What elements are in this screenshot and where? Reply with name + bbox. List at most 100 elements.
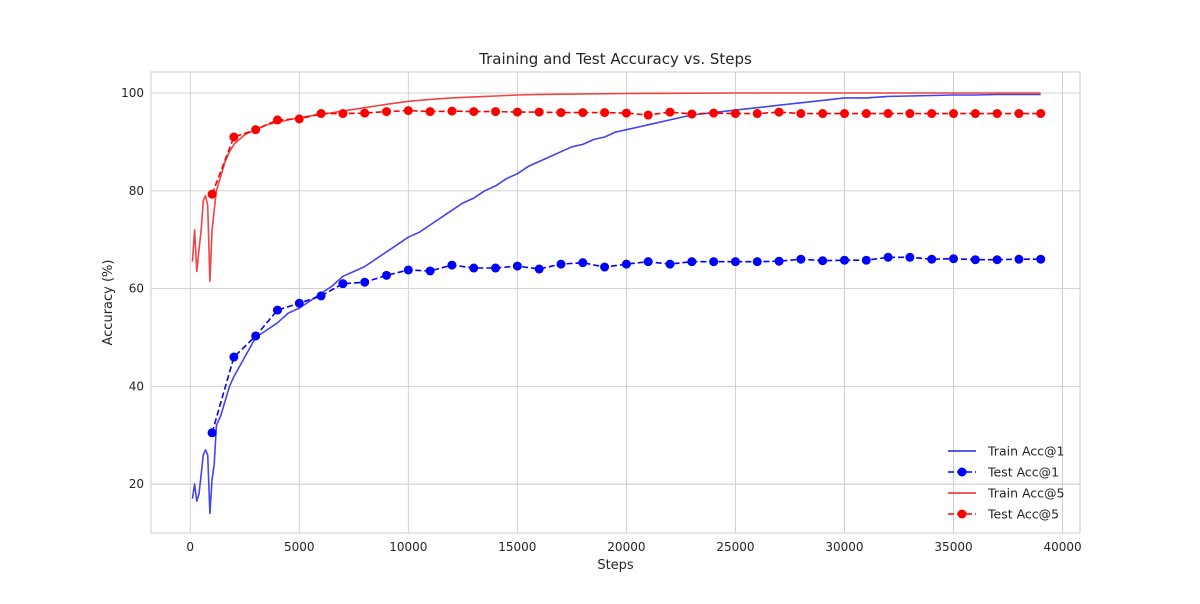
data-point — [1036, 109, 1046, 119]
data-point — [229, 132, 239, 142]
data-point — [1036, 254, 1046, 264]
data-point — [556, 259, 566, 269]
data-point — [360, 108, 370, 118]
data-point — [665, 107, 675, 117]
data-point — [534, 107, 544, 117]
series-lines — [191, 92, 1041, 515]
data-point — [927, 109, 937, 119]
data-point — [992, 255, 1002, 265]
data-point — [534, 264, 544, 274]
data-point — [425, 266, 435, 276]
x-tick-label: 20000 — [607, 540, 645, 554]
data-point — [905, 109, 915, 119]
legend-label: Test Acc@5 — [987, 507, 1059, 522]
data-point — [687, 109, 697, 119]
data-point — [578, 108, 588, 118]
data-point — [992, 109, 1002, 119]
data-point — [403, 265, 413, 275]
data-point — [839, 109, 849, 119]
data-point — [556, 108, 566, 118]
legend-label: Test Acc@1 — [987, 465, 1059, 480]
data-point — [687, 257, 697, 267]
x-tick-label: 5000 — [284, 540, 315, 554]
data-point — [709, 257, 719, 267]
data-point — [272, 305, 282, 315]
data-point — [927, 254, 937, 264]
data-point — [970, 255, 980, 265]
data-point — [512, 261, 522, 271]
data-point — [818, 109, 828, 119]
data-point — [643, 110, 653, 120]
data-point — [251, 331, 261, 341]
data-point — [207, 428, 217, 438]
data-point — [338, 109, 348, 119]
data-point — [207, 189, 217, 199]
data-point — [1014, 109, 1024, 119]
legend-swatch-marker — [957, 467, 967, 477]
data-point — [621, 108, 631, 118]
tick-labels: 0 5000 10000 15000 20000 25000 30000 35000 40000… — [121, 86, 1082, 554]
data-point — [883, 109, 893, 119]
y-tick-label: 40 — [129, 379, 144, 393]
data-point — [774, 107, 784, 117]
x-tick-label: 10000 — [389, 540, 427, 554]
y-tick-label: 20 — [129, 477, 144, 491]
data-point — [491, 263, 501, 273]
data-point — [861, 109, 871, 119]
data-point — [447, 260, 457, 270]
series-line-train-acc-1 — [191, 93, 1041, 515]
data-point — [774, 256, 784, 266]
data-point — [229, 352, 239, 362]
legend-label: Train Acc@1 — [987, 444, 1065, 459]
data-point — [425, 107, 435, 117]
x-tick-label: 35000 — [934, 540, 972, 554]
data-point — [949, 109, 959, 119]
y-axis-label: Accuracy (%) — [101, 260, 116, 346]
data-point — [1014, 254, 1024, 264]
data-point — [403, 106, 413, 116]
y-tick-label: 60 — [129, 282, 144, 296]
data-point — [905, 252, 915, 262]
data-point — [796, 254, 806, 264]
data-point — [839, 255, 849, 265]
x-tick-label: 0 — [186, 540, 194, 554]
data-point — [600, 108, 610, 118]
data-point — [643, 257, 653, 267]
data-point — [949, 254, 959, 264]
data-point — [665, 259, 675, 269]
y-tick-label: 100 — [121, 86, 144, 100]
data-point — [861, 255, 871, 265]
data-point — [294, 298, 304, 308]
x-axis-label: Steps — [597, 558, 634, 573]
data-point — [491, 107, 501, 117]
data-point — [709, 108, 719, 118]
data-point — [469, 107, 479, 117]
data-point — [316, 109, 326, 119]
data-point — [382, 270, 392, 280]
data-point — [883, 252, 893, 262]
data-point — [294, 114, 304, 124]
data-point — [796, 109, 806, 119]
data-point — [469, 263, 479, 273]
data-point — [752, 109, 762, 119]
chart-title: Training and Test Accuracy vs. Steps — [478, 50, 752, 68]
data-point — [818, 256, 828, 266]
data-point — [382, 107, 392, 117]
plot-frame — [150, 71, 1081, 534]
data-point — [752, 257, 762, 267]
series-line-test-acc-1 — [211, 256, 1041, 434]
data-point — [360, 277, 370, 287]
x-tick-label: 30000 — [825, 540, 863, 554]
data-point — [251, 125, 261, 135]
x-tick-label: 40000 — [1043, 540, 1081, 554]
data-point — [600, 262, 610, 272]
data-point — [316, 291, 326, 301]
data-point — [338, 279, 348, 289]
legend: Train Acc@1 Test Acc@1 Train Acc@5 Test Acc… — [948, 444, 1065, 522]
y-tick-label: 80 — [129, 184, 144, 198]
data-point — [730, 109, 740, 119]
x-tick-label: 15000 — [498, 540, 536, 554]
